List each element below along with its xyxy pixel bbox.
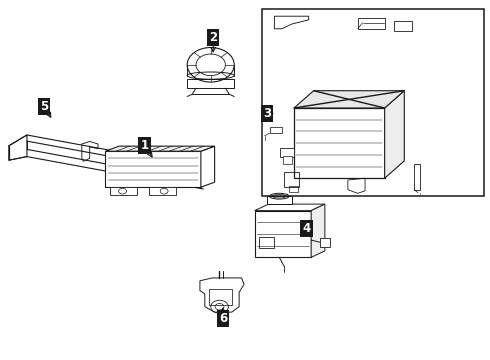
Bar bbox=[209, 289, 232, 305]
Polygon shape bbox=[201, 146, 215, 187]
Text: 5: 5 bbox=[40, 100, 48, 113]
Bar bbox=[255, 211, 311, 257]
Bar bbox=[320, 238, 330, 247]
Bar bbox=[283, 156, 292, 164]
Bar bbox=[280, 148, 294, 157]
Bar bbox=[149, 187, 176, 195]
Bar bbox=[414, 164, 420, 190]
Text: 4: 4 bbox=[302, 222, 310, 235]
Text: 2: 2 bbox=[209, 31, 217, 44]
Bar bbox=[259, 237, 274, 248]
Bar bbox=[187, 79, 234, 88]
Bar bbox=[262, 9, 484, 196]
Bar bbox=[284, 172, 299, 187]
Text: 6: 6 bbox=[219, 312, 227, 325]
Bar bbox=[267, 196, 292, 204]
Bar bbox=[270, 127, 282, 133]
Bar bbox=[394, 21, 412, 31]
Polygon shape bbox=[385, 91, 404, 178]
Bar bbox=[110, 187, 137, 195]
Text: 1: 1 bbox=[141, 139, 148, 152]
Text: 3: 3 bbox=[263, 107, 271, 120]
Bar bbox=[358, 18, 385, 29]
Polygon shape bbox=[294, 91, 404, 108]
Bar bbox=[294, 108, 385, 178]
Polygon shape bbox=[311, 204, 325, 257]
Bar bbox=[289, 186, 298, 192]
Bar bbox=[105, 151, 201, 187]
Polygon shape bbox=[200, 278, 244, 312]
Polygon shape bbox=[105, 146, 215, 151]
Polygon shape bbox=[255, 204, 325, 211]
